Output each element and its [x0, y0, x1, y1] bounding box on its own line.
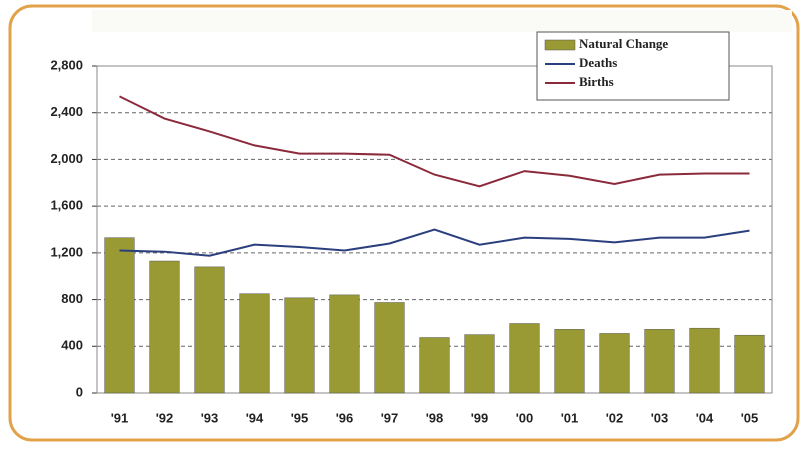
y-tick-label: 2,000	[50, 151, 83, 166]
bar	[104, 237, 135, 394]
y-tick-label: 400	[61, 338, 83, 353]
y-tick-label: 1,600	[50, 198, 83, 213]
x-tick-label: '99	[471, 410, 489, 425]
bar	[239, 293, 270, 394]
y-tick-label: 800	[61, 291, 83, 306]
x-tick-label: '96	[336, 410, 354, 425]
x-tick-label: '97	[381, 410, 399, 425]
x-tick-label: '92	[156, 410, 174, 425]
bar	[149, 260, 180, 394]
y-tick-label: 0	[76, 384, 83, 399]
bar	[464, 334, 495, 394]
x-tick-label: '05	[741, 410, 759, 425]
header-band	[92, 10, 792, 32]
bar	[644, 329, 675, 394]
x-tick-label: '93	[201, 410, 219, 425]
x-tick-label: '98	[426, 410, 444, 425]
x-tick-label: '95	[291, 410, 309, 425]
bar	[689, 327, 720, 394]
bar	[329, 294, 360, 394]
bar	[419, 337, 450, 394]
line	[119, 228, 750, 257]
bar	[284, 297, 315, 394]
legend-swatch	[544, 39, 576, 51]
bar	[374, 302, 405, 394]
legend-label: Births	[579, 74, 614, 89]
bar	[509, 323, 540, 394]
y-tick-label: 1,200	[50, 244, 83, 259]
legend-label: Deaths	[579, 55, 617, 70]
y-tick-label: 2,800	[50, 57, 83, 72]
line	[119, 95, 750, 188]
x-tick-label: '00	[516, 410, 534, 425]
bar	[734, 334, 765, 394]
x-tick-label: '03	[651, 410, 669, 425]
x-tick-label: '04	[696, 410, 714, 425]
y-tick-label: 2,400	[50, 104, 83, 119]
bar	[554, 329, 585, 394]
x-tick-label: '02	[606, 410, 624, 425]
x-tick-label: '01	[561, 410, 579, 425]
x-tick-label: '94	[246, 410, 264, 425]
legend-label: Natural Change	[579, 36, 668, 51]
x-tick-label: '91	[111, 410, 129, 425]
bar	[194, 266, 225, 394]
bar	[599, 333, 630, 394]
